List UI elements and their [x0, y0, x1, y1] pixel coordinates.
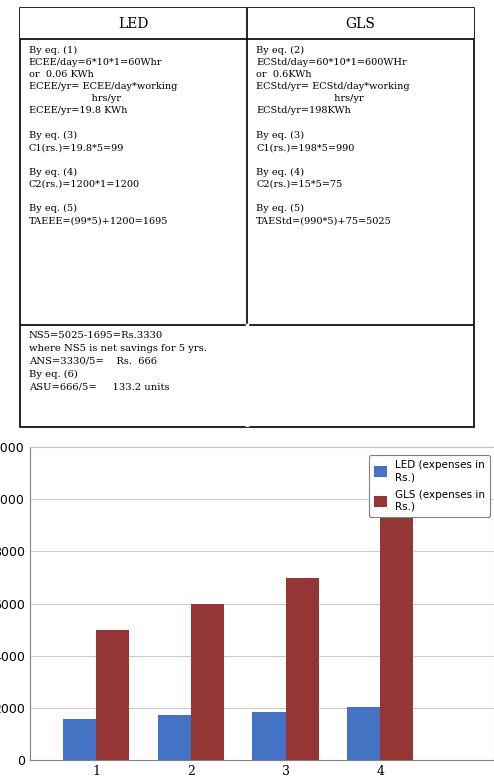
Text: By eq. (1)
ECEE/day=6*10*1=60Whr
or  0.06 KWh
ECEE/yr= ECEE/day*working
        : By eq. (1) ECEE/day=6*10*1=60Whr or 0.06… [29, 45, 177, 225]
Text: By eq. (2)
ECStd/day=60*10*1=600WHr
or  0.6KWh
ECStd/yr= ECStd/day*working
     : By eq. (2) ECStd/day=60*10*1=600WHr or 0… [256, 45, 410, 225]
Text: NS5=5025-1695=Rs.3330
where NS5 is net savings for 5 yrs.
ANS=3330/5=    Rs.  66: NS5=5025-1695=Rs.3330 where NS5 is net s… [29, 331, 206, 391]
Bar [347, 707, 380, 760]
Text: LED: LED [118, 16, 149, 31]
Bar [158, 715, 191, 760]
Text: GLS: GLS [346, 16, 375, 31]
Bar [191, 604, 224, 760]
Bar [286, 578, 319, 760]
Bar [20, 8, 474, 39]
Legend: LED (expenses in
Rs.), GLS (expenses in
Rs.): LED (expenses in Rs.), GLS (expenses in … [369, 456, 491, 517]
Bar [63, 719, 96, 760]
Bar [96, 630, 129, 760]
Bar [380, 499, 413, 760]
Bar [252, 712, 286, 760]
